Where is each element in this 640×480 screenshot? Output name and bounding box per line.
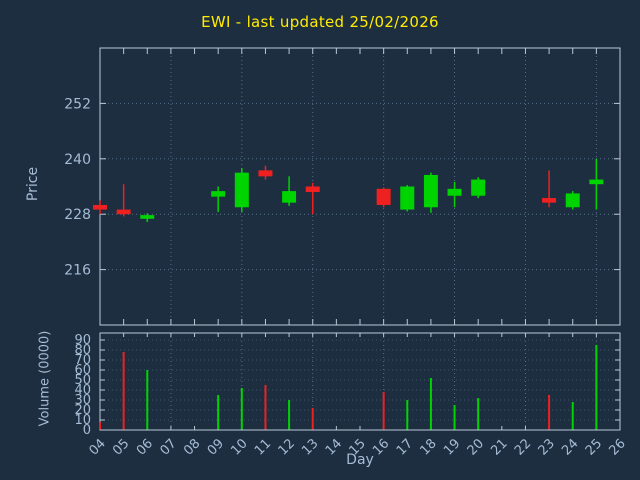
svg-text:252: 252 xyxy=(64,96,91,112)
svg-text:04: 04 xyxy=(87,436,109,458)
svg-text:22: 22 xyxy=(512,436,534,458)
svg-text:20: 20 xyxy=(465,436,487,458)
svg-text:08: 08 xyxy=(181,436,203,458)
svg-text:05: 05 xyxy=(110,436,132,458)
svg-text:20: 20 xyxy=(74,403,91,418)
svg-text:16: 16 xyxy=(370,436,392,458)
chart-title: EWI - last updated 25/02/2026 xyxy=(201,13,439,31)
svg-text:17: 17 xyxy=(394,436,416,458)
svg-text:06: 06 xyxy=(134,436,156,458)
svg-text:15: 15 xyxy=(347,436,369,458)
svg-text:12: 12 xyxy=(276,436,298,458)
svg-text:216: 216 xyxy=(64,263,91,279)
svg-text:21: 21 xyxy=(488,436,510,458)
svg-text:228: 228 xyxy=(64,207,91,223)
svg-text:0: 0 xyxy=(83,423,91,438)
svg-text:80: 80 xyxy=(74,343,91,358)
svg-text:240: 240 xyxy=(64,152,91,168)
svg-text:11: 11 xyxy=(252,436,274,458)
svg-text:90: 90 xyxy=(74,333,91,348)
svg-text:10: 10 xyxy=(228,436,250,458)
svg-text:09: 09 xyxy=(205,436,227,458)
svg-text:50: 50 xyxy=(74,373,91,388)
svg-text:19: 19 xyxy=(441,436,463,458)
svg-text:70: 70 xyxy=(74,353,91,368)
svg-text:30: 30 xyxy=(74,393,91,408)
svg-text:40: 40 xyxy=(74,383,91,398)
svg-text:23: 23 xyxy=(536,436,558,458)
svg-text:14: 14 xyxy=(323,436,345,458)
svg-text:13: 13 xyxy=(299,436,321,458)
svg-text:07: 07 xyxy=(157,436,179,458)
day-axis-label: Day xyxy=(346,452,374,468)
svg-text:24: 24 xyxy=(559,436,581,458)
svg-text:25: 25 xyxy=(583,436,605,458)
svg-text:26: 26 xyxy=(607,436,629,458)
svg-text:18: 18 xyxy=(417,436,439,458)
svg-text:60: 60 xyxy=(74,363,91,378)
svg-text:10: 10 xyxy=(74,413,91,428)
